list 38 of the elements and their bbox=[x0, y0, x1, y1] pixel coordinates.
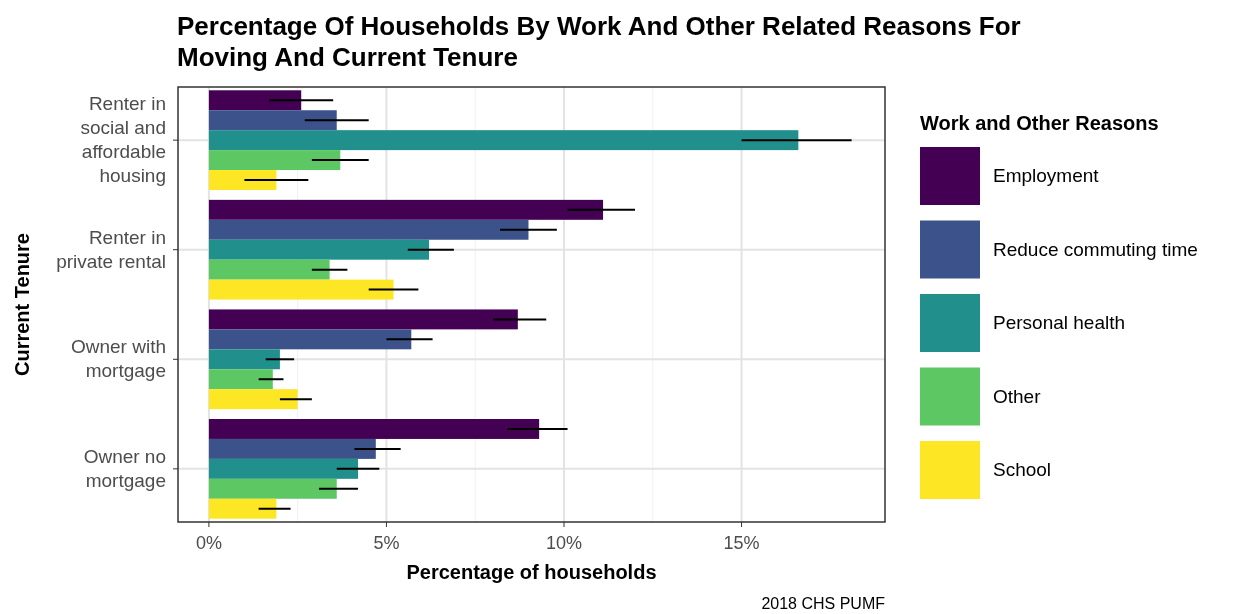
bar bbox=[208, 150, 341, 171]
bar bbox=[208, 419, 540, 439]
bar bbox=[208, 349, 280, 370]
bar bbox=[208, 170, 277, 190]
bar bbox=[208, 389, 298, 410]
bar bbox=[208, 498, 277, 519]
x-tick-label: 0% bbox=[195, 533, 222, 553]
bar bbox=[208, 478, 337, 499]
bar bbox=[208, 309, 518, 330]
bar bbox=[208, 438, 376, 459]
y-tick-label: Renter in social and affordable housing bbox=[80, 93, 166, 187]
text: School bbox=[993, 459, 1052, 480]
bar bbox=[208, 329, 412, 350]
bar bbox=[208, 90, 302, 111]
bar bbox=[208, 239, 430, 260]
text: Employment bbox=[993, 165, 1100, 186]
x-tick-label: 10% bbox=[545, 533, 583, 553]
y-tick-label: Owner no mortgage bbox=[83, 445, 166, 491]
text: Reduce commuting time bbox=[993, 238, 1198, 260]
x-tick-label: 5% bbox=[373, 533, 400, 553]
bar bbox=[208, 110, 337, 131]
bar bbox=[208, 199, 604, 220]
legend-title: Work and Other Reasons bbox=[920, 112, 1159, 134]
chart-title: Percentage Of Households By Work And Other Related Reasons For Moving And Current Tenure bbox=[177, 11, 1021, 72]
y-tick-label: Owner with mortgage bbox=[70, 336, 166, 382]
bar bbox=[208, 259, 330, 280]
bar bbox=[208, 219, 529, 240]
y-tick-label: Renter in private rental bbox=[56, 226, 166, 272]
bar bbox=[208, 458, 359, 479]
bar bbox=[208, 279, 394, 300]
text: 2018 CHS PUMF bbox=[761, 595, 886, 612]
bar bbox=[208, 369, 273, 390]
y-axis-title: Current Tenure bbox=[11, 233, 33, 376]
text: Other bbox=[993, 385, 1042, 407]
x-tick-label: 15% bbox=[723, 533, 760, 553]
x-axis-title: Percentage of households bbox=[406, 561, 657, 583]
bar bbox=[208, 130, 799, 151]
text: Personal health bbox=[993, 312, 1126, 333]
